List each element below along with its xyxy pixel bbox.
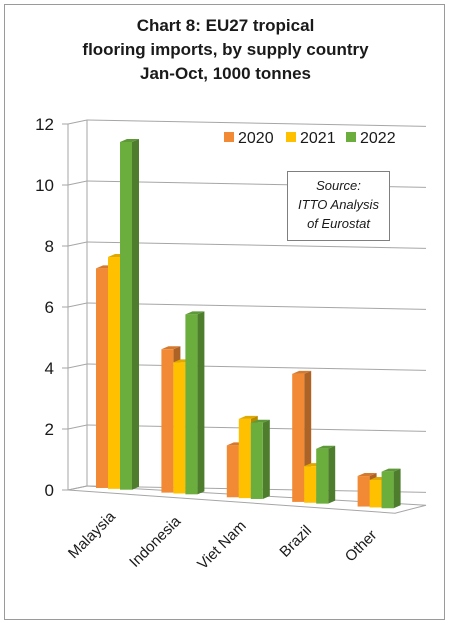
floor [67,485,427,514]
side-gridline [67,119,88,125]
side-gridline [67,363,88,369]
bar-front [161,349,174,493]
x-tick-label: Indonesia [126,512,184,570]
bar-front [238,418,251,499]
bar-front [108,257,120,489]
legend-swatch-2021 [286,132,296,142]
source-line-2: ITTO Analysis [298,197,379,212]
bar-top [250,419,270,423]
side-gridline [67,241,88,247]
bar-front [185,314,198,495]
bar-front [304,466,317,503]
source-line-3: of Eurostat [307,216,370,231]
y-tick-label: 6 [45,298,54,317]
bar-2022-malaysia [120,138,139,490]
bar-front [226,445,239,498]
x-tick-label: Brazil [276,522,315,561]
bar-front [357,476,370,507]
bar-front [369,479,382,508]
bar-front [250,422,263,499]
side-gridline [67,424,88,430]
bar-front [173,362,186,494]
legend-label-2021: 2021 [300,130,336,147]
title-line-2: flooring imports, by supply country [82,40,369,59]
chart-title: Chart 8: EU27 tropical flooring imports,… [10,14,441,86]
bar-top [161,346,181,350]
bar-side [197,311,205,495]
bar-front [292,373,305,502]
legend-swatch-2022 [346,132,356,142]
gridline [86,302,427,310]
bar-side [132,138,139,490]
bar-front [96,268,108,488]
title-line-1: Chart 8: EU27 tropical [136,16,315,35]
axis-layer [62,120,427,514]
y-tick-label: 4 [45,359,54,378]
source-line-1: Source: [316,178,361,193]
chart-frame [4,4,445,620]
x-tick-label: Viet Nam [194,518,249,573]
bar-top [238,415,258,419]
y-tick-label: 0 [45,481,54,500]
bar-side [393,468,401,509]
source-note: Source: ITTO Analysis of Eurostat [287,171,390,241]
x-tick-label: Other [342,527,381,566]
legend: 2020 2021 2022 [224,130,396,147]
legend-swatch-2020 [224,132,234,142]
bar-top [381,468,401,472]
bar-front [316,448,329,504]
y-tick-label: 2 [45,420,54,439]
bar-top [120,138,139,142]
x-tick-label: Malaysia [65,508,119,562]
bar-top [185,311,205,315]
bar-2022-brazil [316,445,336,504]
bar-side [262,419,270,499]
bar-top [292,370,312,374]
gridline [86,119,427,127]
bar-2022-other [381,468,401,509]
bars-layer [96,138,401,509]
bar-front [381,471,394,509]
title-line-3: Jan-Oct, 1000 tonnes [139,64,311,83]
y-tick-label: 12 [35,115,54,134]
side-gridline [67,180,88,186]
bar-front [120,141,132,490]
bar-top [357,473,377,477]
y-tick-label: 10 [35,176,54,195]
legend-label-2022: 2022 [360,130,396,147]
bar-top [316,445,336,449]
gridline [86,241,427,249]
side-gridline [67,302,88,308]
bar-side [328,445,336,504]
bar-2022-viet-nam [250,419,270,499]
y-tick-label: 8 [45,237,54,256]
legend-label-2020: 2020 [238,130,274,147]
bar-2022-indonesia [185,311,205,495]
gridline [86,363,427,371]
